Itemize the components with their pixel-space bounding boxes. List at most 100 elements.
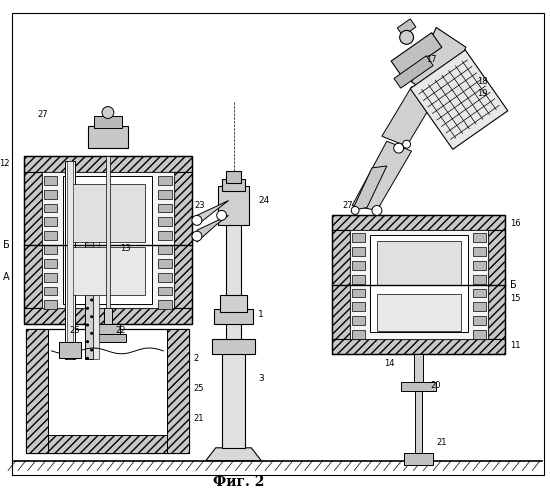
Bar xyxy=(352,288,365,298)
Bar xyxy=(226,220,241,339)
Bar xyxy=(370,235,468,332)
Bar xyxy=(26,329,48,452)
Text: А: А xyxy=(3,272,10,282)
Bar xyxy=(473,274,486,283)
Bar xyxy=(332,216,505,230)
Polygon shape xyxy=(197,200,229,226)
Bar xyxy=(473,247,486,256)
Text: 25: 25 xyxy=(193,384,204,393)
Bar xyxy=(42,172,174,308)
Circle shape xyxy=(394,143,404,153)
Bar xyxy=(59,342,81,358)
Bar xyxy=(48,435,167,452)
Bar xyxy=(158,176,172,184)
Polygon shape xyxy=(391,32,442,76)
Bar xyxy=(473,261,486,270)
Bar xyxy=(72,246,145,296)
Polygon shape xyxy=(410,50,508,150)
Bar xyxy=(43,231,57,240)
Bar xyxy=(158,300,172,310)
Bar xyxy=(174,172,192,308)
Bar xyxy=(106,156,110,308)
Bar xyxy=(222,179,245,190)
Bar xyxy=(377,241,461,284)
Text: 2: 2 xyxy=(193,354,198,364)
Polygon shape xyxy=(382,87,436,146)
Bar xyxy=(63,176,152,304)
Bar xyxy=(158,204,172,212)
Bar xyxy=(226,171,241,182)
Bar xyxy=(414,354,424,384)
Circle shape xyxy=(351,206,359,214)
Text: Б: Б xyxy=(3,240,10,250)
Bar xyxy=(214,310,254,324)
Bar xyxy=(377,294,461,331)
Bar xyxy=(352,316,365,325)
Bar xyxy=(212,339,255,354)
Text: 13: 13 xyxy=(120,244,130,253)
Bar xyxy=(24,172,42,308)
Bar xyxy=(473,316,486,325)
Bar xyxy=(400,382,436,392)
Bar xyxy=(26,329,189,452)
Bar xyxy=(43,300,57,310)
Text: 22: 22 xyxy=(116,326,126,334)
Bar xyxy=(104,308,112,324)
Bar xyxy=(222,349,245,448)
Text: 15: 15 xyxy=(510,294,521,303)
Bar xyxy=(415,392,422,460)
Text: 1: 1 xyxy=(258,310,264,319)
Bar xyxy=(332,230,350,339)
Bar xyxy=(218,186,249,226)
Bar xyxy=(43,286,57,296)
Bar xyxy=(488,230,505,339)
Polygon shape xyxy=(394,56,433,88)
Bar xyxy=(473,288,486,298)
Bar xyxy=(65,161,75,359)
Bar xyxy=(43,245,57,254)
Text: 14: 14 xyxy=(384,359,394,368)
Bar xyxy=(43,259,57,268)
Bar xyxy=(85,190,93,359)
Text: 19: 19 xyxy=(477,89,487,98)
Bar xyxy=(352,302,365,312)
Bar xyxy=(43,176,57,184)
Text: 27: 27 xyxy=(38,110,48,119)
Bar xyxy=(158,286,172,296)
Bar xyxy=(219,294,248,312)
Text: 24: 24 xyxy=(258,196,270,205)
Polygon shape xyxy=(197,216,229,242)
Bar xyxy=(350,230,488,339)
Bar xyxy=(332,216,505,354)
Bar xyxy=(352,330,365,339)
Bar xyxy=(332,339,505,354)
Bar xyxy=(352,233,365,242)
Text: Б: Б xyxy=(510,280,517,289)
Circle shape xyxy=(192,216,202,226)
Circle shape xyxy=(403,140,410,148)
Bar xyxy=(93,190,99,359)
Bar xyxy=(24,308,192,324)
Bar xyxy=(158,218,172,226)
Bar xyxy=(72,184,145,242)
Text: 21: 21 xyxy=(436,438,447,448)
Circle shape xyxy=(372,206,382,216)
Bar xyxy=(158,245,172,254)
Text: 18: 18 xyxy=(477,78,487,86)
Bar xyxy=(158,259,172,268)
Bar xyxy=(158,272,172,281)
Polygon shape xyxy=(352,166,387,210)
Bar xyxy=(24,156,192,172)
Bar xyxy=(473,302,486,312)
Text: 16: 16 xyxy=(510,219,521,228)
Bar xyxy=(473,330,486,339)
Bar xyxy=(90,334,126,342)
Bar xyxy=(352,274,365,283)
Circle shape xyxy=(192,231,202,241)
Bar xyxy=(88,126,128,148)
Bar xyxy=(24,156,192,324)
Bar xyxy=(473,233,486,242)
Polygon shape xyxy=(411,28,466,102)
Bar xyxy=(43,272,57,281)
Polygon shape xyxy=(397,19,416,36)
